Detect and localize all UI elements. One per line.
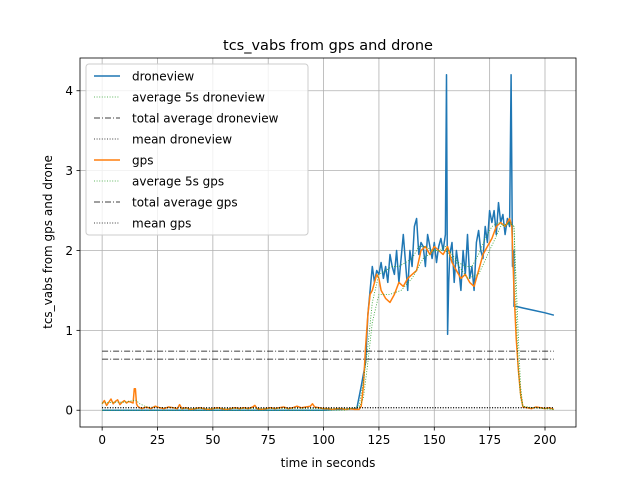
y-tick-label: 1 bbox=[65, 324, 73, 338]
x-tick-label: 0 bbox=[98, 433, 106, 447]
chart-title: tcs_vabs from gps and drone bbox=[223, 38, 433, 54]
legend-label: total average gps bbox=[132, 196, 238, 210]
y-tick-label: 2 bbox=[65, 244, 73, 258]
legend-label: gps bbox=[132, 154, 154, 168]
legend-box bbox=[85, 63, 309, 236]
x-tick-label: 125 bbox=[367, 433, 390, 447]
x-tick-label: 50 bbox=[205, 433, 220, 447]
x-axis-label: time in seconds bbox=[281, 456, 376, 470]
x-tick-label: 175 bbox=[478, 433, 501, 447]
legend-label: total average droneview bbox=[132, 112, 279, 126]
legend: droneview average 5s droneview total avera… bbox=[85, 63, 309, 236]
x-tick-label: 200 bbox=[534, 433, 557, 447]
x-tick-label: 100 bbox=[312, 433, 335, 447]
legend-label: average 5s droneview bbox=[132, 91, 265, 105]
plot-area bbox=[101, 74, 555, 411]
y-tick-label: 4 bbox=[65, 84, 73, 98]
legend-label: mean droneview bbox=[132, 133, 232, 147]
y-tick-label: 0 bbox=[65, 404, 73, 418]
axes-frame bbox=[79, 57, 577, 428]
x-tick-label: 150 bbox=[423, 433, 446, 447]
series-line-gps bbox=[101, 217, 555, 411]
y-tick-label: 3 bbox=[65, 164, 73, 178]
y-axis: 0 1 2 3 4 bbox=[65, 84, 80, 418]
x-tick-label: 75 bbox=[261, 433, 276, 447]
legend-label: average 5s gps bbox=[132, 175, 224, 189]
series-line-average-5s-droneview bbox=[102, 222, 554, 411]
x-tick-label: 25 bbox=[150, 433, 165, 447]
legend-label: droneview bbox=[132, 70, 194, 84]
x-axis: 0 25 50 75 100 125 150 175 200 bbox=[98, 427, 556, 447]
y-axis-label: tcs_vabs from gps and drone bbox=[41, 155, 55, 329]
legend-label: mean gps bbox=[132, 217, 191, 231]
